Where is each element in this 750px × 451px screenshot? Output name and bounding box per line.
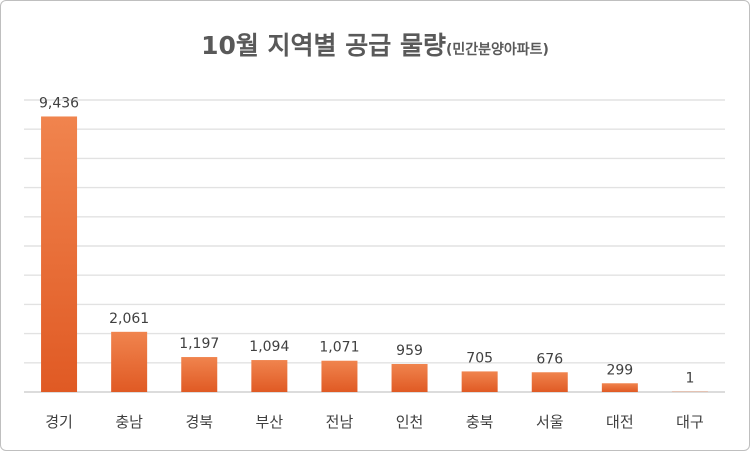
value-label: 676 [536,351,563,367]
value-label: 1,071 [319,340,359,356]
bars [41,116,708,392]
category-label: 부산 [256,413,284,431]
bar-경북 [181,357,218,392]
category-label: 서울 [536,413,564,431]
chart-title-block: 10월 지역별 공급 물량(민간분양아파트) [0,26,750,62]
bar-충북 [461,371,498,392]
value-label: 959 [396,343,423,359]
category-label: 대전 [606,413,634,431]
bar-부산 [251,360,288,392]
value-label: 299 [606,362,633,378]
bar-충남 [111,331,148,392]
category-label: 인천 [396,413,424,431]
value-label: 1,197 [179,336,219,352]
category-labels: 경기 충남 경북 부산 전남 인천 충북 서울 대전 대구 [45,413,704,431]
value-label: 705 [466,350,493,366]
category-label: 충남 [115,413,143,431]
value-label: 9,436 [39,95,79,111]
bar-전남 [321,360,358,392]
chart-subtitle: (민간분양아파트) [445,42,549,58]
bar-대전 [601,383,638,392]
category-label: 경북 [185,413,213,431]
category-label: 경기 [45,413,73,431]
bar-서울 [531,372,568,392]
bar-인천 [391,363,428,392]
value-labels: 9,436 2,061 1,197 1,094 1,071 959 705 676 299 1 [39,95,694,386]
bar-경기 [41,116,78,392]
value-label: 1,094 [249,339,289,355]
chart-title: 10월 지역별 공급 물량 [201,31,446,60]
category-label: 전남 [326,413,354,431]
category-label: 대구 [676,413,704,431]
category-label: 충북 [466,413,494,431]
value-label: 1 [685,371,694,387]
value-label: 2,061 [109,311,149,327]
